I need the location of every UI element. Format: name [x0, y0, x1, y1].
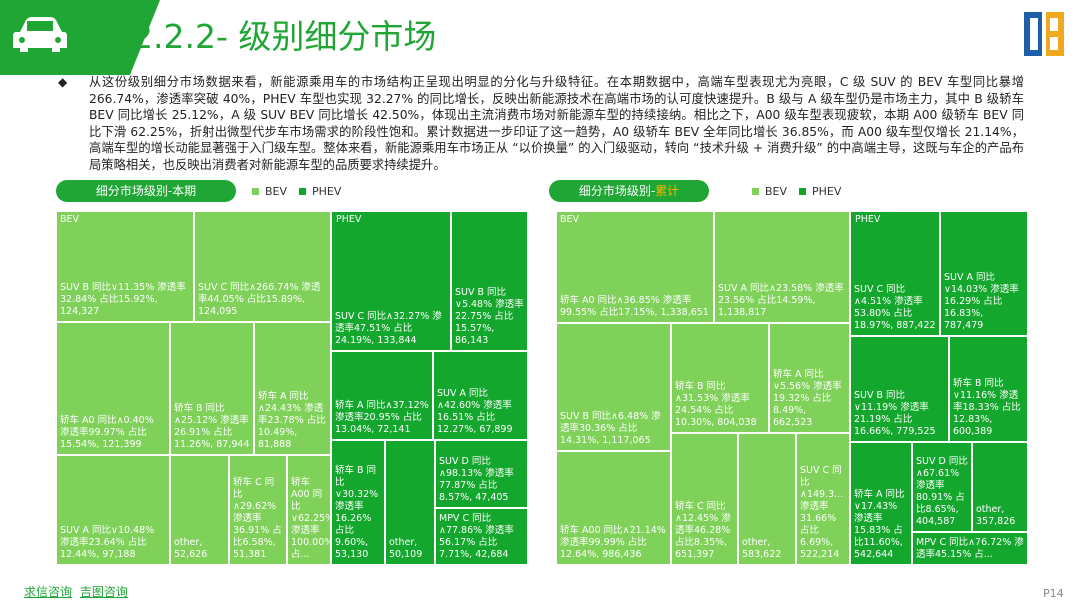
- bev-swatch: [752, 188, 759, 195]
- left-treemap: SUV B 同比∨11.35% 渗透率32.84% 占比15.92%, 124,…: [56, 211, 528, 565]
- db-logo: [1024, 12, 1064, 56]
- treemap-cell[interactable]: SUV C 同比∧266.74% 渗透率44.05% 占比15.89%, 124…: [194, 211, 331, 322]
- treemap-cell[interactable]: other, 52,626: [170, 455, 229, 565]
- header-wedge: [130, 0, 160, 75]
- treemap-cell[interactable]: SUV A 同比∨14.03% 渗透率16.29% 占比16.83%, 787,…: [940, 211, 1028, 336]
- treemap-cell[interactable]: 轿车 C 同比∧12.45% 渗透率46.28% 占比8.35%, 651,39…: [671, 433, 738, 565]
- treemap-cell[interactable]: SUV A 同比∧23.58% 渗透率23.56% 占比14.59%, 1,13…: [714, 211, 850, 323]
- right-chart-title: 细分市场级别-累计: [549, 180, 709, 202]
- left-legend: BEV PHEV: [252, 185, 341, 198]
- treemap-cell[interactable]: other, 50,109: [385, 440, 435, 565]
- treemap-cell[interactable]: SUV D 同比∧67.61% 渗透率80.91% 占比8.65%, 404,5…: [912, 442, 972, 532]
- phev-group-label: PHEV: [855, 214, 881, 225]
- treemap-cell[interactable]: 轿车 C 同比∧29.62% 渗透率36.91% 占比6.58%, 51,381: [229, 455, 287, 565]
- bullet-icon: ◆: [58, 75, 68, 89]
- treemap-cell[interactable]: SUV B 同比∨5.48% 渗透率22.75% 占比15.57%, 86,14…: [451, 211, 528, 351]
- left-chart-title: 细分市场级别-本期: [56, 180, 236, 202]
- page-title: 2.2.2- 级别细分市场: [132, 17, 437, 56]
- treemap-cell[interactable]: SUV D 同比∧98.13% 渗透率77.87% 占比8.57%, 47,40…: [435, 440, 528, 508]
- footer-link[interactable]: 求信咨询: [24, 585, 73, 599]
- treemap-cell[interactable]: 轿车 A00 同比∧21.14% 渗透率99.99% 占比12.64%, 986…: [556, 451, 671, 565]
- treemap-cell[interactable]: SUV A 同比∧42.60% 渗透率16.51% 占比12.27%, 67,8…: [433, 351, 528, 440]
- treemap-cell[interactable]: SUV B 同比∧6.48% 渗透率30.36% 占比14.31%, 1,117…: [556, 323, 671, 451]
- treemap-cell[interactable]: other, 357,826: [972, 442, 1028, 532]
- footer-links: 求信咨询 吉图咨询: [24, 583, 132, 600]
- treemap-cell[interactable]: 轿车 A 同比∨5.56% 渗透率19.32% 占比8.49%, 662,523: [769, 323, 850, 433]
- treemap-cell[interactable]: 轿车 A 同比∧24.43% 渗透率23.78% 占比10.49%, 81,88…: [254, 322, 331, 455]
- right-treemap: 轿车 A0 同比∧36.85% 渗透率99.55% 占比17.15%, 1,33…: [556, 211, 1028, 565]
- treemap-cell[interactable]: SUV C 同比∧149.3... 渗透率31.66% 占比6.69%, 522…: [796, 433, 850, 565]
- bev-group-label: BEV: [60, 214, 80, 225]
- treemap-cell[interactable]: 轿车 B 同比∨30.32% 渗透率16.26% 占比9.60%, 53,130: [331, 440, 385, 565]
- treemap-cell[interactable]: MPV C 同比∧76.72% 渗透率45.15% 占...: [912, 532, 1028, 565]
- phev-swatch: [299, 188, 307, 195]
- footer-link[interactable]: 吉图咨询: [79, 585, 128, 599]
- bev-swatch: [252, 188, 259, 195]
- treemap-cell[interactable]: 轿车 A 同比∨17.43% 渗透率15.83% 占比11.60%, 542,6…: [850, 442, 912, 565]
- treemap-cell[interactable]: 轿车 A 同比∧37.12% 渗透率20.95% 占比13.04%, 72,14…: [331, 351, 433, 440]
- treemap-cell[interactable]: 轿车 A00 同比∨62.25% 渗透率100.00% 占...: [287, 455, 331, 565]
- treemap-cell[interactable]: SUV C 同比∧32.27% 渗透率47.51% 占比24.19%, 133,…: [331, 211, 451, 351]
- treemap-cell[interactable]: 轿车 A0 同比∧0.40% 渗透率99.97% 占比15.54%, 121,3…: [56, 322, 170, 455]
- right-legend: BEV PHEV: [752, 185, 841, 198]
- phev-swatch: [799, 188, 807, 195]
- treemap-cell[interactable]: other, 583,622: [738, 433, 796, 565]
- car-icon: [13, 17, 67, 52]
- treemap-cell[interactable]: SUV B 同比∨11.35% 渗透率32.84% 占比15.92%, 124,…: [56, 211, 194, 322]
- treemap-cell[interactable]: MPV C 同比∧77.86% 渗透率56.17% 占比7.71%, 42,68…: [435, 508, 528, 565]
- treemap-cell[interactable]: SUV B 同比∨11.19% 渗透率21.19% 占比16.66%, 779,…: [850, 336, 949, 442]
- treemap-cell[interactable]: 轿车 B 同比∧31.53% 渗透率24.54% 占比10.30%, 804,0…: [671, 323, 769, 433]
- treemap-cell[interactable]: 轿车 A0 同比∧36.85% 渗透率99.55% 占比17.15%, 1,33…: [556, 211, 714, 323]
- phev-group-label: PHEV: [336, 214, 362, 225]
- intro-paragraph: 从这份级别细分市场数据来看，新能源乘用车的市场结构正呈现出明显的分化与升级特征。…: [89, 75, 1024, 172]
- bev-group-label: BEV: [560, 214, 580, 225]
- treemap-cell[interactable]: SUV C 同比∧4.51% 渗透率53.80% 占比18.97%, 887,4…: [850, 211, 940, 336]
- treemap-cell[interactable]: 轿车 B 同比∨11.16% 渗透率18.33% 占比12.83%, 600,3…: [949, 336, 1028, 442]
- page-number: P14: [1043, 587, 1064, 600]
- treemap-cell[interactable]: 轿车 B 同比∧25.12% 渗透率26.91% 占比11.26%, 87,94…: [170, 322, 254, 455]
- treemap-cell[interactable]: SUV A 同比∨10.48% 渗透率23.64% 占比12.44%, 97,1…: [56, 455, 170, 565]
